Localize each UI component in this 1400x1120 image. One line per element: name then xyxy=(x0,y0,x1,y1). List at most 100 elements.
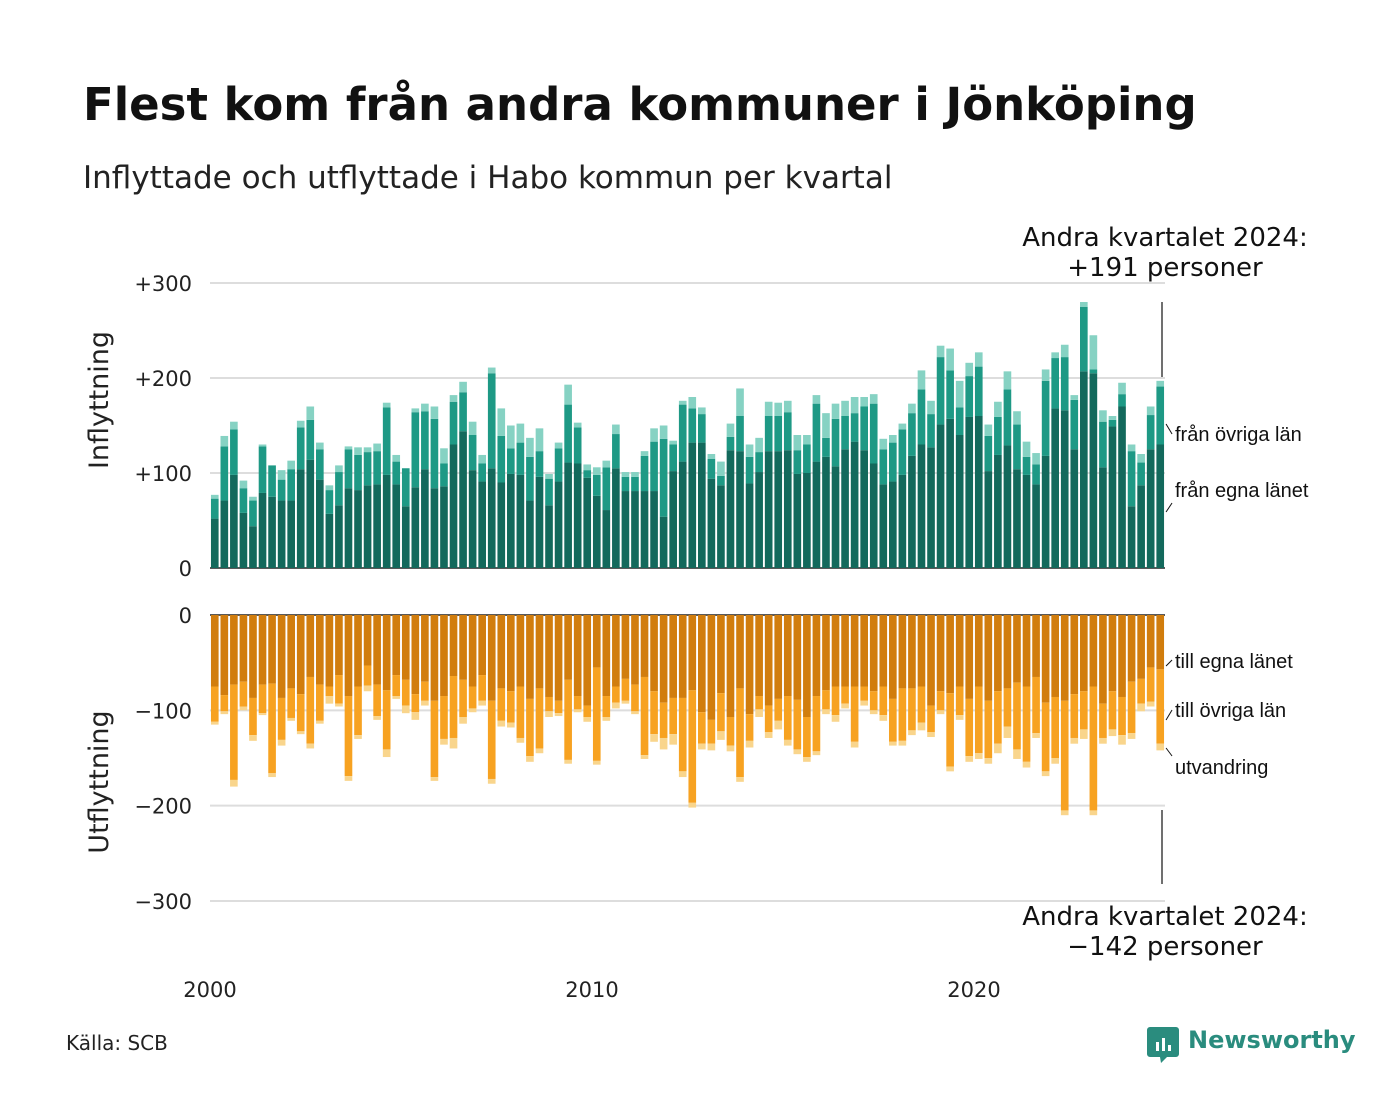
inflow-abroad-bar xyxy=(984,424,993,436)
inflow-abroad-bar xyxy=(554,442,563,449)
outflow-emigration-bar xyxy=(583,717,592,722)
outflow-own-county-bar xyxy=(421,615,429,682)
inflow-abroad-bar xyxy=(487,367,496,374)
outflow-emigration-bar xyxy=(440,738,448,745)
outflow-other-counties-bar xyxy=(1127,681,1136,734)
inflow-abroad-bar xyxy=(573,422,582,428)
inflow-abroad-bar xyxy=(535,428,544,452)
inflow-abroad-bar xyxy=(803,435,811,445)
outflow-other-counties-bar xyxy=(612,686,620,703)
inflow-y-tick-label: +300 xyxy=(134,272,192,296)
inflow-abroad-bar xyxy=(908,403,916,414)
inflow-abroad-bar xyxy=(678,400,687,405)
inflow-other-counties-bar xyxy=(287,469,295,501)
outflow-emigration-bar xyxy=(822,709,830,715)
outflow-own-county-bar xyxy=(955,615,964,687)
inflow-other-counties-bar xyxy=(955,407,964,435)
inflow-other-counties-bar xyxy=(210,498,219,519)
outflow-emigration-bar xyxy=(1051,758,1059,764)
outflow-own-county-bar xyxy=(220,615,229,696)
inflow-own-county-bar xyxy=(268,496,276,568)
inflow-other-counties-bar xyxy=(392,461,401,485)
inflow-own-county-bar xyxy=(612,468,620,568)
inflow-abroad-bar xyxy=(306,406,315,420)
outflow-own-county-bar xyxy=(258,615,267,685)
inflow-abroad-bar xyxy=(1137,454,1145,463)
inflow-abroad-bar xyxy=(526,437,534,457)
inflow-other-counties-bar xyxy=(831,418,840,467)
inflow-other-counties-bar xyxy=(745,456,754,484)
inflow-own-county-bar xyxy=(487,468,496,568)
outflow-own-county-bar xyxy=(1003,615,1012,689)
outflow-own-county-bar xyxy=(736,615,744,689)
inflow-own-county-bar xyxy=(1013,469,1021,568)
outflow-other-counties-bar xyxy=(621,678,630,701)
inflow-own-county-bar xyxy=(707,478,716,568)
inflow-own-county-bar xyxy=(363,485,372,568)
outflow-emigration-bar xyxy=(764,732,773,738)
inflow-own-county-bar xyxy=(1118,406,1126,568)
y-axis-title-outflow: Utflyttning xyxy=(84,710,115,853)
inflow-abroad-bar xyxy=(230,421,238,430)
inflow-other-counties-bar xyxy=(793,450,802,474)
inflow-other-counties-bar xyxy=(841,416,849,450)
outflow-emigration-bar xyxy=(1127,733,1136,739)
inflow-own-county-bar xyxy=(927,447,935,568)
outflow-own-county-bar xyxy=(793,615,802,700)
inflow-abroad-bar xyxy=(316,442,324,450)
outflow-own-county-bar xyxy=(1041,615,1050,703)
inflow-own-county-bar xyxy=(1041,455,1050,568)
outflow-emigration-bar xyxy=(879,715,888,721)
outflow-own-county-bar xyxy=(382,615,391,691)
outflow-emigration-bar xyxy=(745,740,754,748)
outflow-other-counties-bar xyxy=(1041,702,1050,772)
outflow-own-county-bar xyxy=(1089,615,1098,687)
inflow-abroad-bar xyxy=(258,444,267,447)
annotation-bottom-line2: −142 personer xyxy=(1067,932,1263,962)
inflow-other-counties-bar xyxy=(430,418,439,489)
inflow-own-county-bar xyxy=(936,424,945,568)
outflow-own-county-bar xyxy=(745,615,754,715)
inflow-other-counties-bar xyxy=(678,404,687,462)
outflow-own-county-bar xyxy=(478,615,486,676)
outflow-own-county-bar xyxy=(1137,615,1145,679)
inflow-own-county-bar xyxy=(717,485,725,568)
outflow-emigration-bar xyxy=(421,700,429,706)
outflow-emigration-bar xyxy=(1013,749,1021,759)
outflow-own-county-bar xyxy=(507,615,515,692)
outflow-emigration-bar xyxy=(1137,703,1145,712)
inflow-other-counties-bar xyxy=(850,413,859,442)
inflow-other-counties-bar xyxy=(335,472,343,506)
inflow-abroad-bar xyxy=(621,472,630,477)
outflow-other-counties-bar xyxy=(764,705,773,733)
outflow-own-county-bar xyxy=(592,615,601,668)
inflow-abroad-bar xyxy=(344,446,353,450)
outflow-other-counties-bar xyxy=(898,688,907,741)
outflow-emigration-bar xyxy=(564,759,572,764)
outflow-other-counties-bar xyxy=(1118,696,1126,736)
outflow-other-counties-bar xyxy=(955,686,964,716)
inflow-own-county-bar xyxy=(803,473,811,568)
outflow-other-counties-bar xyxy=(889,698,897,742)
inflow-other-counties-bar xyxy=(698,414,706,443)
inflow-own-county-bar xyxy=(831,466,840,568)
outflow-emigration-bar xyxy=(220,711,229,715)
outflow-other-counties-bar xyxy=(1022,686,1031,762)
inflow-other-counties-bar xyxy=(1041,380,1050,456)
outflow-own-county-bar xyxy=(392,615,401,676)
outflow-own-county-bar xyxy=(430,615,439,701)
outflow-emigration-bar xyxy=(1108,729,1117,737)
outflow-emigration-bar xyxy=(850,741,859,748)
outflow-emigration-bar xyxy=(497,720,506,727)
outflow-emigration-bar xyxy=(526,756,534,762)
inflow-other-counties-bar xyxy=(230,429,238,475)
outflow-other-counties-bar xyxy=(994,691,1002,744)
inflow-y-tick-label: 0 xyxy=(179,557,192,581)
inflow-own-county-bar xyxy=(869,463,878,568)
outflow-emigration-bar xyxy=(468,708,477,713)
outflow-other-counties-bar xyxy=(363,665,372,686)
inflow-other-counties-bar xyxy=(354,454,362,491)
inflow-own-county-bar xyxy=(1003,445,1012,568)
inflow-own-county-bar xyxy=(306,459,315,568)
outflow-other-counties-bar xyxy=(631,684,639,712)
